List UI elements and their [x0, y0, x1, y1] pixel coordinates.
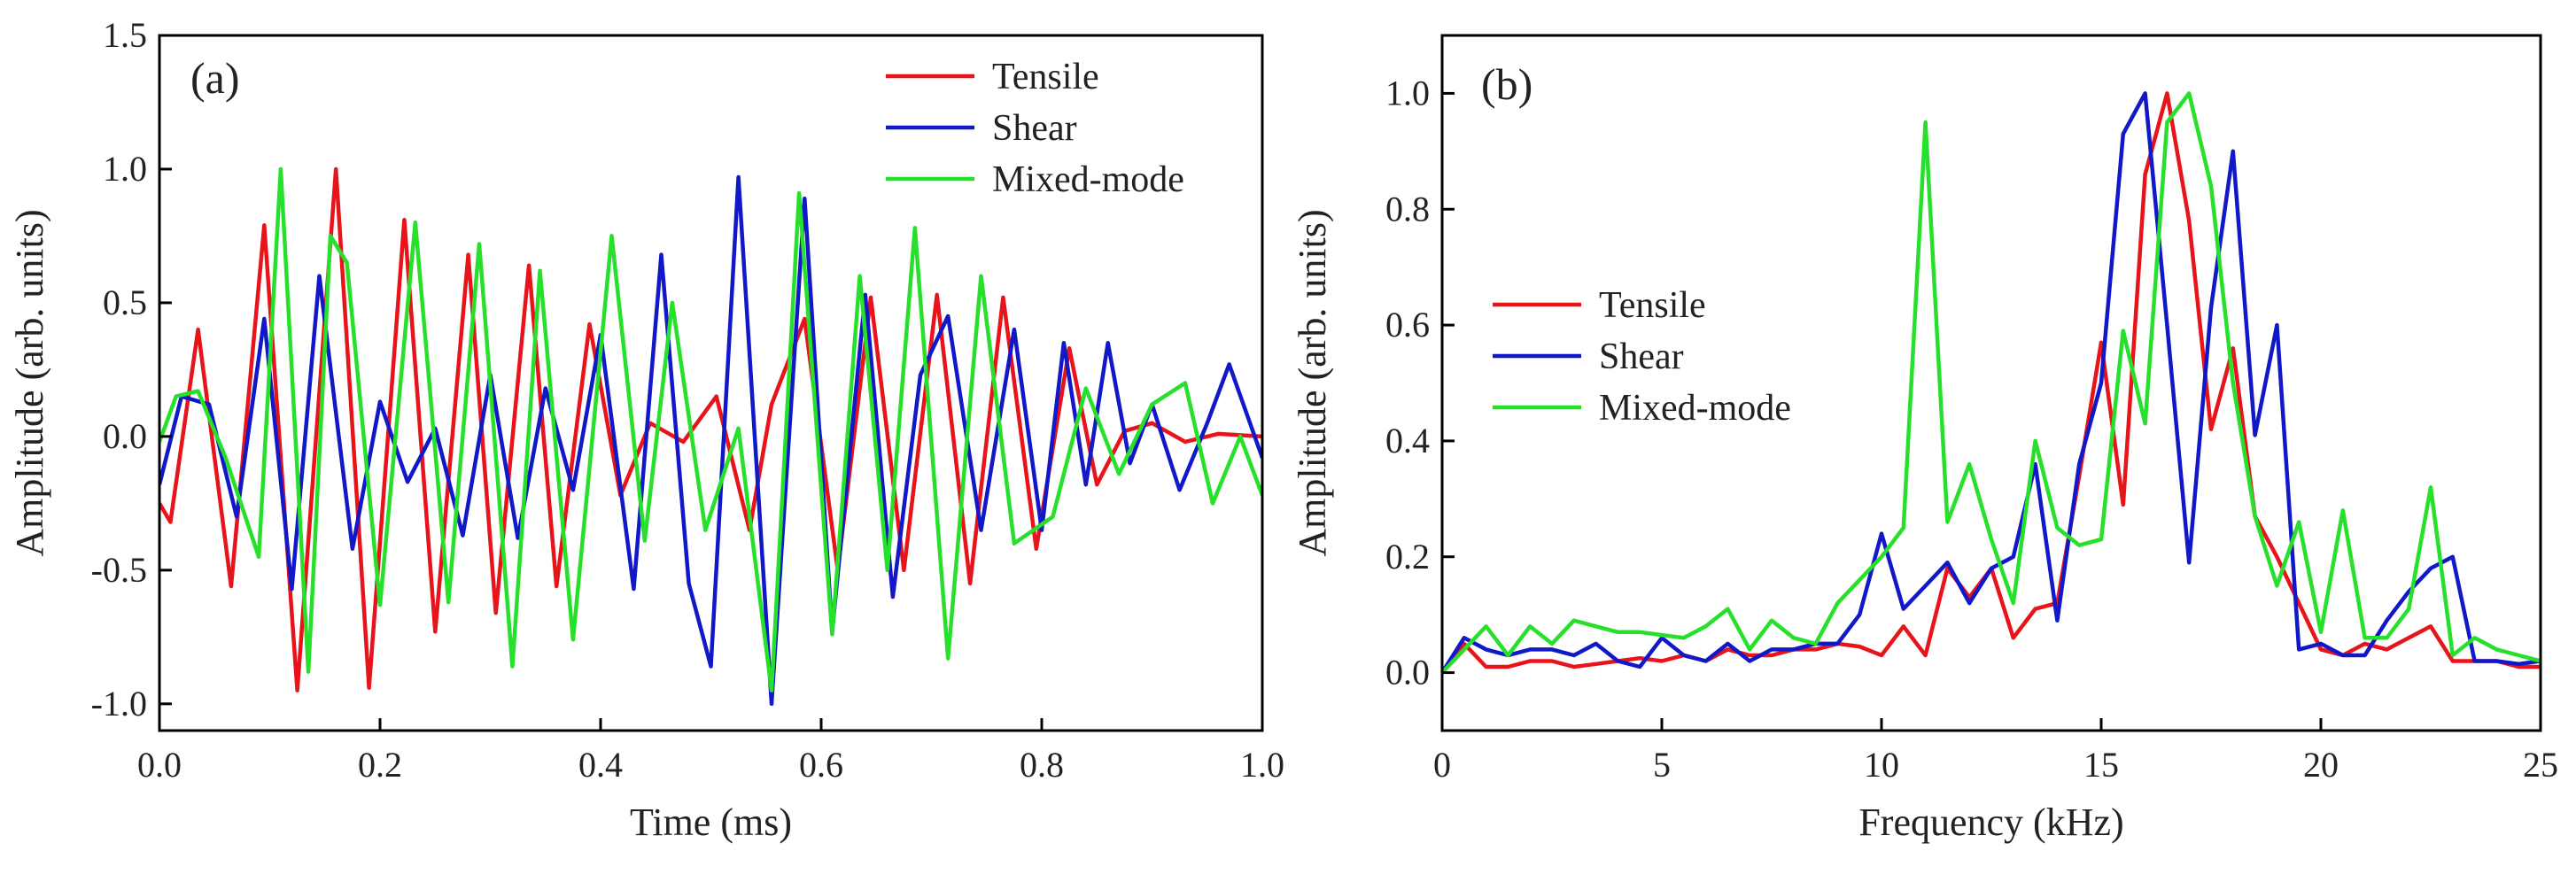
series-line-mixed-mode [159, 166, 1262, 692]
panel-label: (a) [190, 53, 240, 103]
series-line-tensile [1442, 91, 2541, 674]
plot-frame [158, 34, 1264, 732]
x-tick-label: 1.0 [1240, 745, 1284, 785]
x-axis-title: Frequency (kHz) [1858, 801, 2123, 844]
x-tick-label: 0.4 [578, 745, 623, 785]
legend-entry: Tensile [992, 57, 1099, 97]
series-line-shear [159, 174, 1262, 707]
panel-b-frequency-spectrum-chart: 0 5 10 15 20 25 0.0 0.2 0.4 0.6 0.8 1.0 Frequency (k… [1291, 34, 2558, 844]
series-line-mixed-mode [1442, 91, 2541, 675]
x-tick-label: 10 [1864, 745, 1899, 785]
series-group [159, 166, 1262, 707]
legend-entry: Shear [992, 108, 1077, 149]
x-tick-label: 0.6 [799, 745, 843, 785]
x-tick-label: 0.2 [358, 745, 402, 785]
x-tick-label: 25 [2523, 745, 2558, 785]
y-tick-label: -1.0 [91, 684, 147, 723]
legend: Tensile Shear Mixed-mode [886, 57, 1184, 200]
x-tick-label: 15 [2083, 745, 2119, 785]
y-tick-label: 0.2 [1385, 537, 1430, 576]
y-tick-label: 0.6 [1385, 305, 1430, 344]
legend-entry: Mixed-mode [1599, 388, 1791, 429]
y-tick-label: 0.0 [103, 416, 147, 456]
series-line-shear [1442, 91, 2541, 674]
legend-entry: Tensile [1599, 285, 1706, 326]
x-tick-label: 0.8 [1020, 745, 1064, 785]
x-tick-label: 0 [1433, 745, 1451, 785]
series-group [1442, 91, 2541, 675]
y-tick-label: 1.5 [103, 15, 147, 55]
legend-entry: Shear [1599, 337, 1684, 377]
panel-a-time-domain-chart: 0.0 0.2 0.4 0.6 0.8 1.0 -1.0 -0.5 0.0 0.5 1.0 1.5 Ti… [8, 15, 1284, 844]
y-tick-label: 0.4 [1385, 421, 1430, 460]
x-axis-title: Time (ms) [630, 801, 792, 844]
legend: Tensile Shear Mixed-mode [1493, 285, 1791, 429]
y-tick-label: 1.0 [1385, 73, 1430, 112]
y-tick-label: 0.8 [1385, 189, 1430, 228]
x-tick-label: 5 [1653, 745, 1671, 785]
y-tick-label: -0.5 [91, 550, 147, 590]
series-line-tensile [159, 166, 1262, 692]
plot-frame [1440, 34, 2542, 732]
x-tick-label: 0.0 [137, 745, 182, 785]
x-tick-label: 20 [2303, 745, 2339, 785]
y-axis-title: Amplitude (arb. units) [8, 209, 51, 556]
y-axis-title: Amplitude (arb. units) [1291, 209, 1334, 556]
panel-label: (b) [1481, 59, 1532, 109]
y-tick-label: 0.0 [1385, 653, 1430, 692]
y-tick-label: 1.0 [103, 149, 147, 189]
legend-entry: Mixed-mode [992, 159, 1184, 200]
y-tick-label: 0.5 [103, 282, 147, 322]
